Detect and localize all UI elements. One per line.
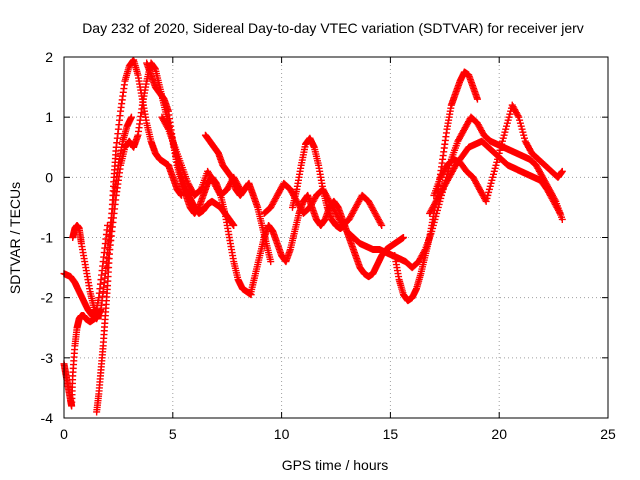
y-tick-label: -1 [41, 230, 54, 246]
series-satellite-track-6 [143, 59, 255, 299]
data-point [473, 95, 481, 103]
data-point [230, 221, 238, 229]
grid-lines [64, 57, 608, 418]
data-point [558, 215, 566, 223]
chart-title: Day 232 of 2020, Sidereal Day-to-day VTE… [82, 20, 584, 36]
data-marks [60, 56, 566, 416]
data-point-interp [235, 184, 243, 192]
y-tick-label: 1 [45, 109, 53, 125]
x-tick-label: 5 [169, 426, 177, 442]
series-satellite-track-11 [343, 113, 566, 272]
x-tick-label: 25 [600, 426, 616, 442]
series-satellite-track-2 [60, 221, 112, 410]
data-point-interp [481, 196, 489, 204]
x-tick-label: 0 [60, 426, 68, 442]
y-tick-label: -4 [41, 410, 54, 426]
data-point [341, 221, 349, 229]
x-axis-label: GPS time / hours [282, 457, 389, 473]
data-point [558, 167, 566, 175]
plot-frame [63, 56, 609, 419]
data-point-interp [555, 208, 563, 216]
data-point-interp [514, 112, 522, 120]
series-satellite-track-10 [288, 134, 349, 232]
data-point-interp [195, 187, 203, 195]
x-tick-label: 20 [491, 426, 507, 442]
series-satellite-track-15 [158, 113, 244, 199]
series-satellite-track-13 [430, 101, 566, 205]
series-satellite-track-9 [260, 179, 386, 229]
data-point [399, 234, 407, 241]
axis-tick-labels: 0 5 10 15 20 25 -4 -3 -2 -1 0 1 2 [41, 49, 616, 442]
y-tick-label: -2 [41, 290, 54, 306]
data-point [104, 221, 112, 229]
data-point [378, 221, 386, 229]
series-satellite-track-7 [201, 131, 275, 266]
series-satellite-track-3 [69, 221, 105, 320]
data-point-interp [164, 124, 172, 132]
y-tick-label: -3 [41, 350, 54, 366]
x-tick-label: 15 [383, 426, 399, 442]
data-point [267, 258, 275, 266]
data-point-interp [377, 220, 385, 228]
data-point [236, 185, 244, 193]
y-tick-label: 0 [45, 169, 53, 185]
y-axis-label: SDTVAR / TECUs [7, 182, 23, 294]
y-tick-label: 2 [45, 49, 53, 65]
data-point [127, 113, 135, 121]
x-tick-label: 10 [274, 426, 290, 442]
series-satellite-track-14 [426, 137, 564, 217]
data-point [556, 209, 564, 217]
